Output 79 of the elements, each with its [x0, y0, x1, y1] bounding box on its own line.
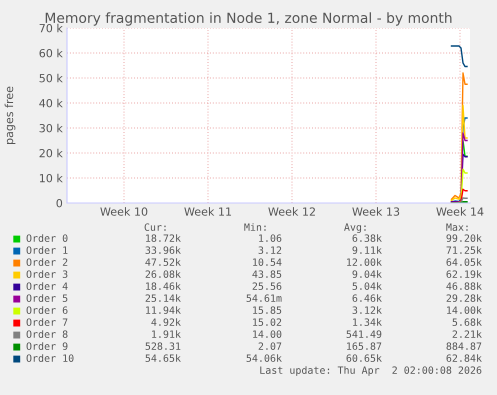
text: 1.06 [259, 234, 282, 242]
text: 54.06k [246, 354, 282, 362]
x-tick-label: Week 14 [436, 207, 484, 216]
text: 46.88k [446, 282, 482, 290]
text: Avg: [344, 223, 366, 233]
y-axis-title: pages free [4, 86, 16, 144]
text: 541.49 [346, 330, 382, 338]
chart-title: Memory fragmentation in Node 1, zone Normal - by month [46, 12, 452, 26]
text: 18.72k [146, 234, 181, 242]
text: 5.68k [452, 318, 482, 326]
y-tick-label: 40 k [39, 98, 63, 108]
text: 3.12k [352, 306, 382, 314]
y-tick-label: 60 k [40, 48, 63, 58]
x-tick-label: Week 10 [100, 207, 148, 216]
text: Max: [446, 223, 468, 231]
x-tick-label: Week 12 [268, 207, 315, 216]
text: 26.08k [146, 270, 181, 278]
text: 3.12 [258, 246, 282, 254]
legend-label: Order 5 [26, 294, 68, 302]
text: 5.04k [352, 282, 382, 290]
text: 884.87 [446, 342, 482, 350]
text: 29.28k [446, 294, 482, 302]
x-tick-label: Week 11 [184, 207, 232, 216]
y-tick-label: 30 k [40, 124, 63, 132]
line-series [450, 188, 468, 203]
text: 165.87 [347, 342, 382, 350]
text: 47.52k [145, 258, 181, 266]
y-tick-label: 0 [56, 198, 62, 208]
text: 25.56 [252, 282, 282, 290]
text: 11.94k [146, 306, 181, 314]
text: 2.21k [452, 330, 482, 338]
legend-label: Order 3 [26, 270, 68, 278]
x-tick-label: Week 13 [352, 207, 400, 216]
text: 99.20k [446, 234, 482, 242]
text: 4.92k [151, 318, 181, 326]
text: 9.04k [352, 270, 382, 278]
text: 33.96k [146, 246, 181, 254]
text: Min: [244, 223, 266, 231]
legend-label: Order 10 [26, 354, 74, 362]
legend-label: Order 4 [26, 282, 68, 290]
line-series [450, 45, 468, 68]
text: 25.14k [146, 294, 181, 302]
text: Cur: [144, 223, 166, 231]
text: 60.65k [346, 354, 382, 362]
text: 6.46k [352, 294, 382, 302]
text: 54.61m [246, 294, 282, 302]
y-tick-label: 20 k [40, 148, 63, 158]
text: 1.91k [152, 330, 181, 338]
line-series [458, 168, 468, 203]
text: 6.38k [352, 234, 382, 242]
text: 62.84k [446, 354, 482, 362]
y-tick-label: 70 k [40, 24, 63, 32]
y-tick-label: 50 k [40, 74, 63, 82]
text: 14.00 [253, 330, 282, 338]
text: 10.54 [253, 258, 282, 266]
text: 528.31 [146, 342, 180, 350]
text: 18.46k [146, 282, 181, 290]
text: 2.07 [258, 342, 282, 350]
legend-label: Order 6 [26, 306, 68, 314]
text: 15.85 [253, 306, 282, 314]
text: 9.11k [352, 246, 382, 254]
text: 71.25k [446, 246, 482, 254]
legend-label: Order 1 [26, 246, 68, 254]
text: 1.34k [353, 318, 382, 326]
text: 14.00k [447, 306, 482, 314]
legend-label: Order 0 [26, 234, 68, 242]
y-tick-label: 10 k [40, 174, 63, 182]
text: 62.19k [446, 270, 482, 278]
text: 15.02 [253, 318, 282, 326]
text: 12.00k [347, 258, 382, 266]
line-series [450, 132, 468, 203]
legend-label: Order 9 [26, 342, 68, 350]
text: 64.05k [446, 258, 482, 266]
text: 43.85 [252, 270, 282, 278]
legend-label: Order 8 [26, 330, 68, 338]
text: 54.65k [146, 354, 181, 362]
text: Last update: Thu Apr 2 02:00:08 2026 [260, 366, 482, 376]
legend-label: Order 2 [26, 258, 68, 266]
legend-label: Order 7 [26, 318, 68, 326]
